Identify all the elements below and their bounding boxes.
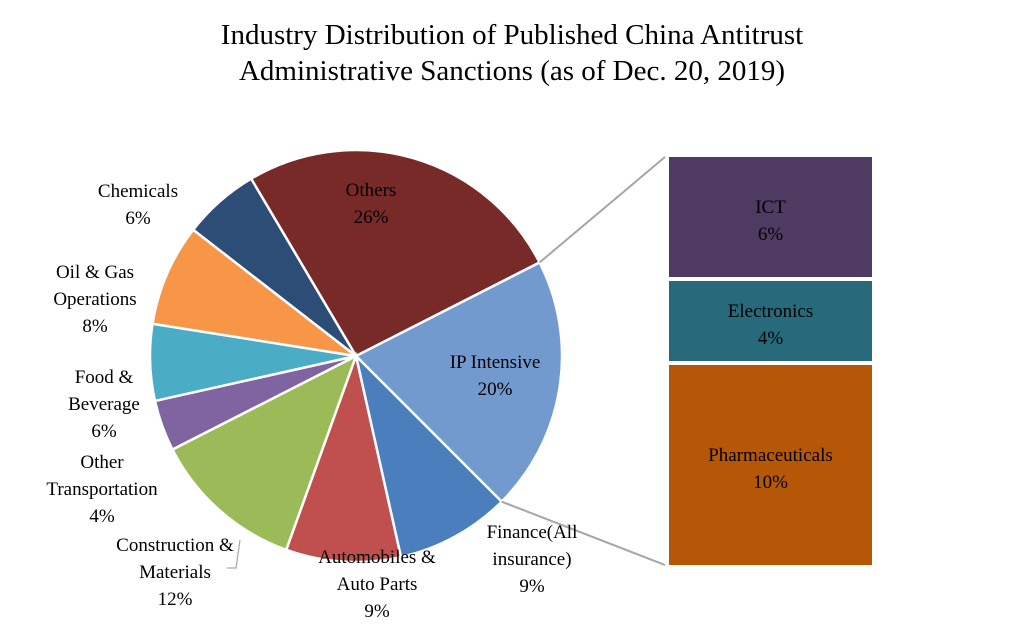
segment-label-ict: ICT 6% — [755, 197, 786, 245]
slice-label-others-line: Others — [346, 180, 397, 201]
pie-slice-construction-materials — [170, 353, 359, 552]
pie-slice-automobiles-auto-parts — [284, 351, 403, 564]
slice-label-chemicals-percent: 6% — [125, 208, 151, 229]
slice-label-construction-materials-percent: 12% — [158, 589, 193, 610]
slice-label-other-transportation: Other Transportation 4% — [46, 452, 158, 527]
breakout-segment-ict — [669, 157, 872, 277]
pie-slice-oil-gas-operations — [151, 227, 357, 358]
slice-label-finance-all-insurance-line: Finance(All — [487, 522, 578, 543]
segment-label-pharmaceuticals-percent: 10% — [753, 472, 788, 493]
pie-plot — [148, 148, 564, 564]
breakout-connectors — [501, 156, 666, 566]
slice-label-ip-intensive: IP Intensive 20% — [450, 352, 541, 400]
slice-label-automobiles-auto-parts-percent: 9% — [364, 601, 390, 622]
slice-label-food-beverage-line: Food & — [75, 367, 134, 388]
slice-label-oil-gas-operations-percent: 8% — [82, 316, 108, 337]
breakout-segment-pharmaceuticals — [669, 365, 872, 565]
leader-line-construction — [227, 539, 241, 569]
segment-label-electronics-percent: 4% — [758, 328, 784, 349]
slice-label-ip-intensive-line: IP Intensive — [450, 352, 541, 373]
slice-label-others-percent: 26% — [354, 207, 389, 228]
slice-label-construction-materials-line: Materials — [139, 562, 211, 583]
breakout-segment-electronics — [669, 281, 872, 361]
pie-slice-ip-intensive — [353, 260, 564, 504]
slice-label-food-beverage-percent: 6% — [91, 421, 117, 442]
slice-label-others: Others 26% — [346, 180, 397, 228]
segment-label-ict-percent: 6% — [758, 224, 784, 245]
data-labels: Others 26% IP Intensive 20% Finance(All insur… — [46, 180, 832, 622]
chart-title-line-2: Administrative Sanctions (as of Dec. 20,… — [239, 55, 785, 87]
breakout-bar — [669, 157, 872, 565]
segment-label-pharmaceuticals-line: Pharmaceuticals — [708, 445, 833, 466]
slice-label-automobiles-auto-parts-line: Automobiles & — [318, 547, 436, 568]
slice-label-other-transportation-line: Transportation — [46, 479, 158, 500]
pie-slice-chemicals — [191, 176, 358, 357]
slice-label-other-transportation-percent: 4% — [89, 506, 115, 527]
chart-title-line-1: Industry Distribution of Published China… — [221, 19, 803, 51]
slice-label-food-beverage: Food & Beverage 6% — [68, 367, 140, 442]
slice-label-ip-intensive-percent: 20% — [478, 379, 513, 400]
slice-label-automobiles-auto-parts-line: Auto Parts — [337, 574, 418, 595]
slice-label-finance-all-insurance-line: insurance) — [492, 549, 571, 570]
slice-label-chemicals-line: Chemicals — [98, 181, 178, 202]
slice-label-oil-gas-operations: Oil & Gas Operations 8% — [53, 262, 136, 337]
segment-label-electronics: Electronics 4% — [728, 301, 813, 349]
connector-line-top — [538, 156, 666, 264]
slice-label-construction-materials-line: Construction & — [116, 535, 234, 556]
chart-title: Industry Distribution of Published China… — [221, 19, 803, 87]
slice-label-chemicals: Chemicals 6% — [98, 181, 178, 229]
pie-slice-others — [249, 148, 542, 358]
slice-label-finance-all-insurance-percent: 9% — [519, 576, 545, 597]
segment-label-ict-line: ICT — [755, 197, 786, 218]
connector-line-bottom — [501, 500, 666, 566]
slice-label-construction-materials: Construction & Materials 12% — [116, 535, 234, 610]
slice-label-oil-gas-operations-line: Oil & Gas — [56, 262, 134, 283]
slice-label-oil-gas-operations-line: Operations — [53, 289, 136, 310]
slice-label-finance-all-insurance: Finance(All insurance) 9% — [487, 522, 578, 597]
slice-label-other-transportation-line: Other — [80, 452, 124, 473]
slice-label-automobiles-auto-parts: Automobiles & Auto Parts 9% — [318, 547, 436, 622]
segment-label-pharmaceuticals: Pharmaceuticals 10% — [708, 445, 833, 493]
slice-label-food-beverage-line: Beverage — [68, 394, 140, 415]
segment-label-electronics-line: Electronics — [728, 301, 813, 322]
pie-slice-finance-all-insurance — [353, 352, 504, 559]
